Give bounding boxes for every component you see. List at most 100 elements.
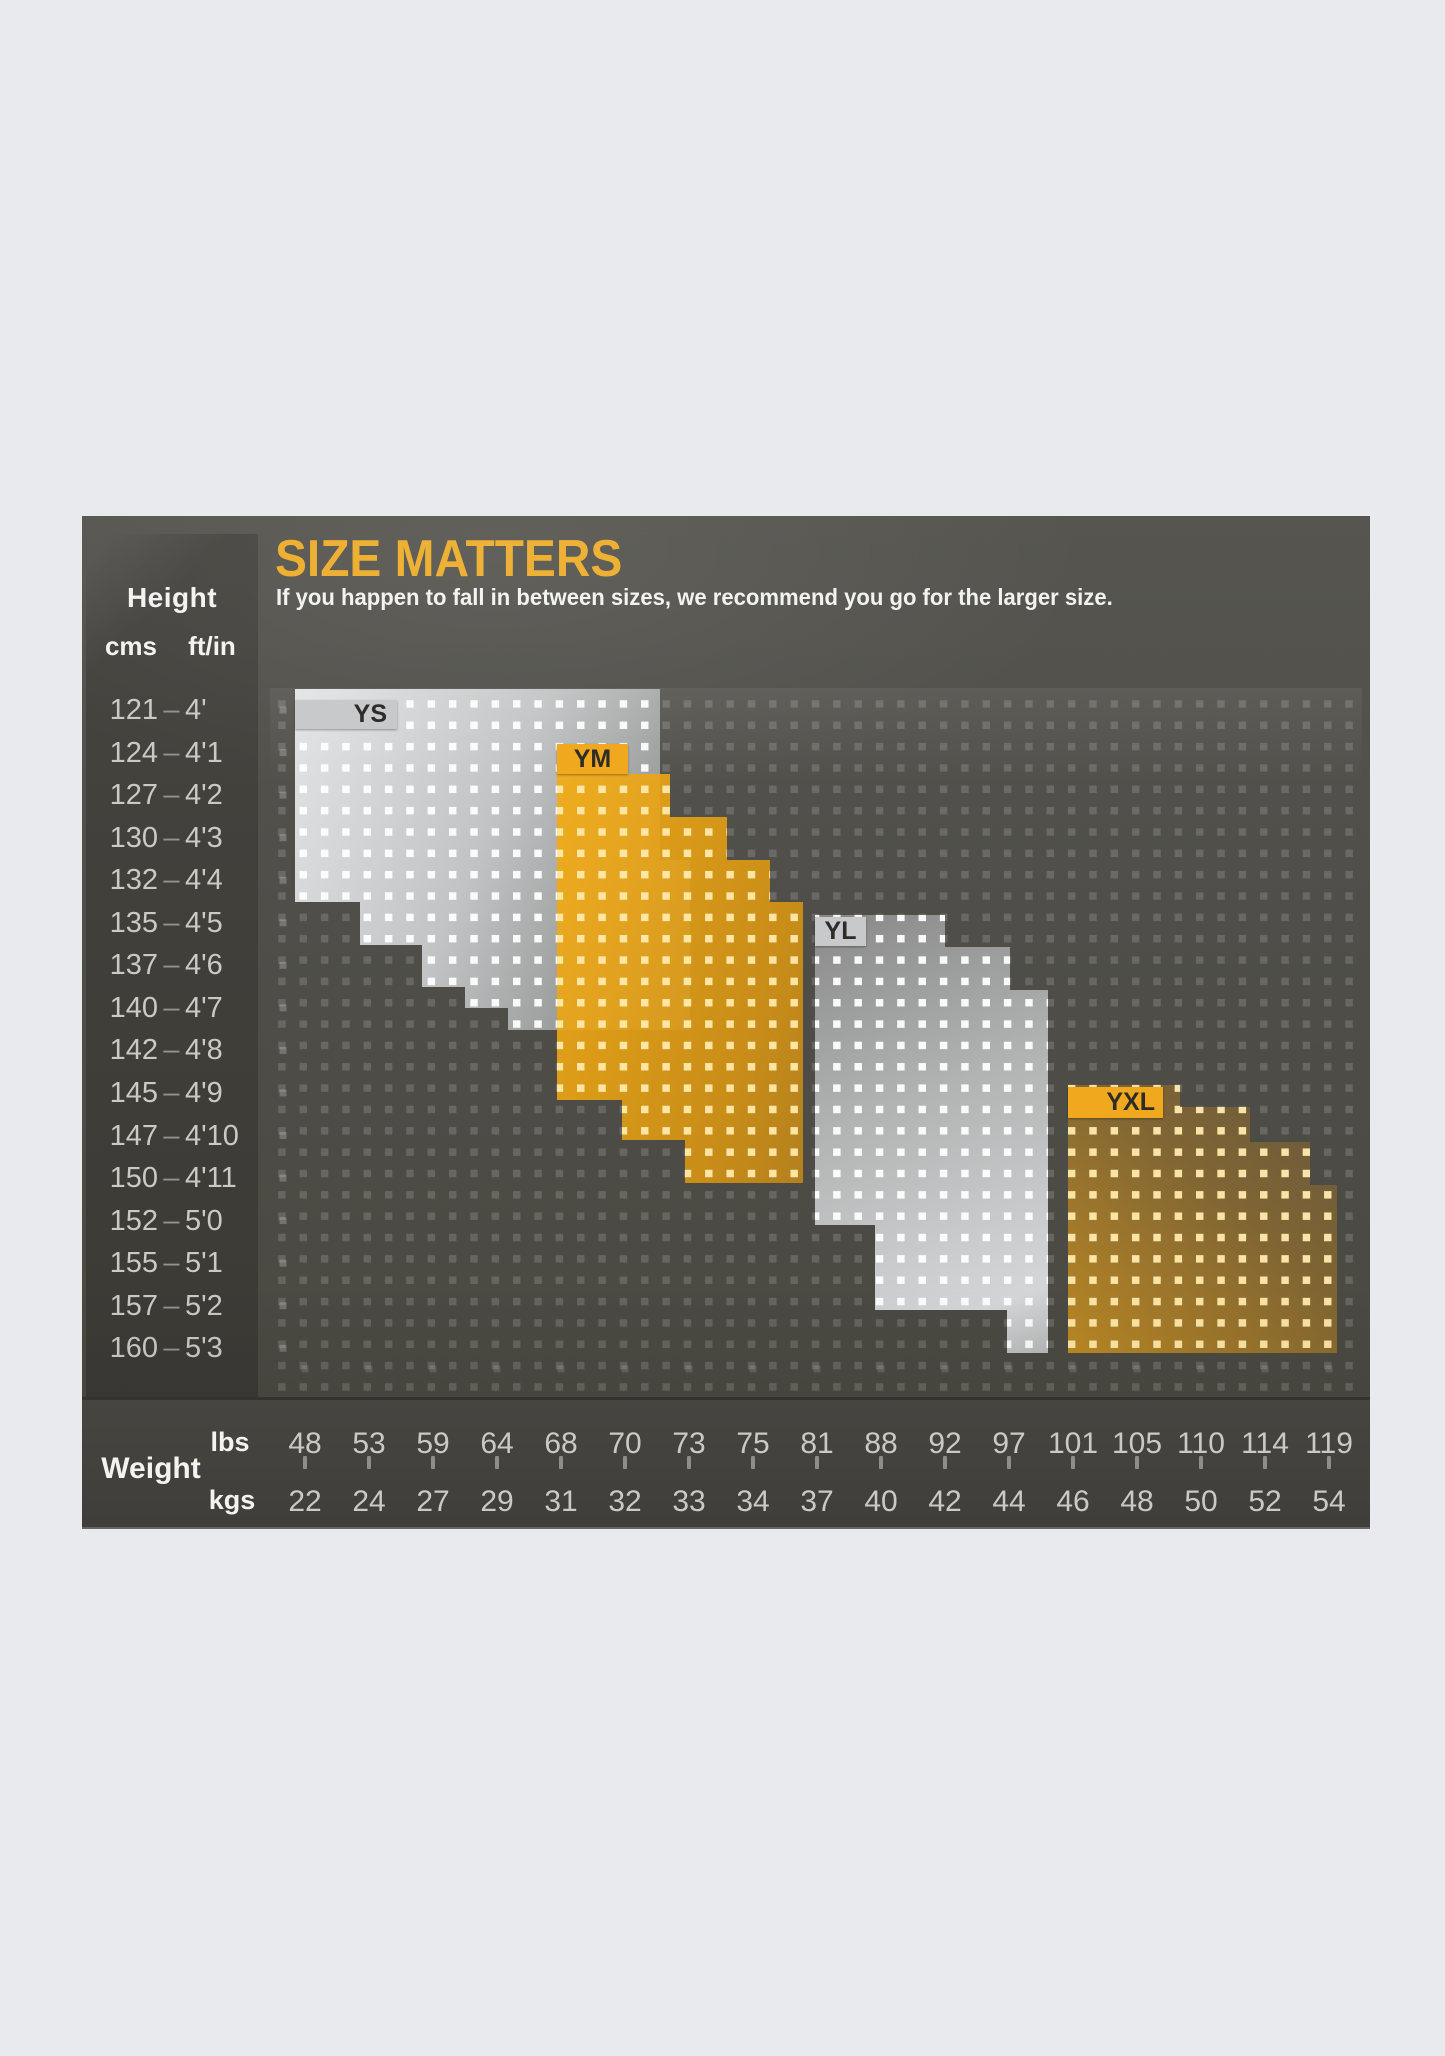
weight-kgs-value: 48 (1120, 1485, 1154, 1518)
weight-kgs-value: 52 (1248, 1485, 1282, 1518)
height-cm-value: 121 (109, 694, 158, 726)
height-ftin-value: 5'2 (185, 1289, 223, 1322)
weight-kgs-value: 33 (672, 1485, 706, 1518)
weight-lbs-value: 114 (1241, 1427, 1289, 1460)
weight-tick (623, 1456, 627, 1469)
height-unit-ftin: ft/in (188, 631, 236, 661)
height-row: 142–4'8 (98, 1034, 256, 1066)
height-separator: – (163, 1162, 180, 1195)
height-separator: – (163, 821, 180, 854)
height-ftin-value: 4'5 (185, 906, 223, 939)
size-label-yl: YL (815, 917, 866, 946)
weight-tick (1199, 1456, 1203, 1469)
height-separator: – (163, 1247, 180, 1280)
height-separator: – (163, 1119, 180, 1152)
weight-lbs-value: 97 (992, 1427, 1026, 1460)
weight-column-tick-dots (296, 1362, 1346, 1376)
weight-lbs-value: 75 (736, 1427, 770, 1460)
height-cm-value: 157 (109, 1289, 158, 1322)
height-row: 130–4'3 (98, 822, 256, 854)
height-cm-value: 137 (109, 949, 158, 982)
height-cm-value: 155 (109, 1247, 158, 1280)
weight-tick (751, 1456, 755, 1469)
height-cm-value: 142 (109, 1034, 158, 1067)
height-cm-value: 130 (109, 821, 158, 854)
size-grid-plot (270, 688, 1362, 1392)
weight-tick (687, 1456, 691, 1469)
height-cm-value: 152 (109, 1204, 158, 1237)
height-separator: – (163, 1332, 180, 1365)
weight-lbs-value: 59 (416, 1427, 450, 1460)
height-row: 150–4'11 (98, 1162, 256, 1194)
height-ftin-value: 4'10 (185, 1119, 239, 1152)
height-separator: – (163, 991, 180, 1024)
height-separator: – (163, 1204, 180, 1237)
height-separator: – (163, 906, 180, 939)
weight-kgs-value: 31 (544, 1485, 578, 1518)
height-axis-title: Height (126, 582, 218, 613)
height-row: 145–4'9 (98, 1077, 256, 1109)
height-row: 127–4'2 (98, 779, 256, 811)
size-chart-panel: Height cms ft/in SIZE MATTERS If you hap… (82, 516, 1370, 1529)
weight-kgs-value: 24 (352, 1485, 386, 1518)
weight-lbs-value: 110 (1177, 1427, 1225, 1460)
height-row: 132–4'4 (98, 864, 256, 896)
weight-lbs-value: 119 (1305, 1427, 1353, 1460)
weight-tick (559, 1456, 563, 1469)
weight-kgs-value: 34 (736, 1485, 770, 1518)
height-cm-value: 150 (109, 1162, 158, 1195)
height-ftin-value: 4'1 (185, 736, 223, 769)
height-cm-value: 127 (109, 779, 158, 812)
weight-axis-footer: Weight lbs kgs 48 22 53 24 59 27 64 29 68 31 70 32 7… (82, 1397, 1370, 1527)
weight-kgs-value: 37 (800, 1485, 834, 1518)
weight-tick (303, 1456, 307, 1469)
height-row: 124–4'1 (98, 737, 256, 769)
height-separator: – (163, 949, 180, 982)
weight-kgs-value: 50 (1184, 1485, 1218, 1518)
weight-axis-title: Weight (101, 1452, 201, 1485)
weight-lbs-value: 88 (864, 1427, 898, 1460)
height-ftin-value: 5'3 (185, 1332, 223, 1365)
weight-kgs-value: 22 (288, 1485, 322, 1518)
height-row: 152–5'0 (98, 1205, 256, 1237)
weight-lbs-value: 53 (352, 1427, 386, 1460)
weight-tick (1007, 1456, 1011, 1469)
weight-kgs-value: 46 (1056, 1485, 1090, 1518)
height-ftin-value: 5'0 (185, 1204, 223, 1237)
weight-unit-lbs: lbs (210, 1427, 250, 1457)
size-label-ym: YM (557, 744, 628, 774)
weight-tick (431, 1456, 435, 1469)
weight-lbs-value: 48 (288, 1427, 322, 1460)
height-ftin-value: 4'11 (185, 1162, 237, 1195)
height-row: 137–4'6 (98, 949, 256, 981)
height-unit-cms: cms (104, 631, 158, 661)
weight-tick (1071, 1456, 1075, 1469)
height-row: 140–4'7 (98, 992, 256, 1024)
size-label-yxl: YXL (1068, 1087, 1163, 1118)
height-separator: – (163, 1289, 180, 1322)
weight-tick (879, 1456, 883, 1469)
weight-tick (367, 1456, 371, 1469)
weight-kgs-value: 42 (928, 1485, 962, 1518)
weight-tick (1327, 1456, 1331, 1469)
height-row: 160–5'3 (98, 1332, 256, 1364)
weight-tick (943, 1456, 947, 1469)
height-cm-value: 124 (109, 736, 158, 769)
size-label-ys: YS (295, 700, 397, 729)
height-cm-value: 140 (109, 991, 158, 1024)
height-row: 147–4'10 (98, 1120, 256, 1152)
height-ftin-value: 4'6 (185, 949, 223, 982)
page-subtitle: If you happen to fall in between sizes, … (276, 584, 1113, 610)
weight-kgs-value: 54 (1312, 1485, 1346, 1518)
height-row-tick-dots (276, 695, 290, 1361)
height-separator: – (163, 736, 180, 769)
height-ftin-value: 4'4 (185, 864, 223, 897)
height-row: 135–4'5 (98, 907, 256, 939)
height-row: 155–5'1 (98, 1247, 256, 1279)
weight-kgs-value: 44 (992, 1485, 1026, 1518)
height-ftin-value: 4' (185, 694, 207, 726)
height-cm-value: 145 (109, 1076, 158, 1109)
weight-tick (815, 1456, 819, 1469)
weight-lbs-value: 101 (1047, 1427, 1099, 1460)
height-ftin-value: 4'3 (185, 821, 223, 854)
